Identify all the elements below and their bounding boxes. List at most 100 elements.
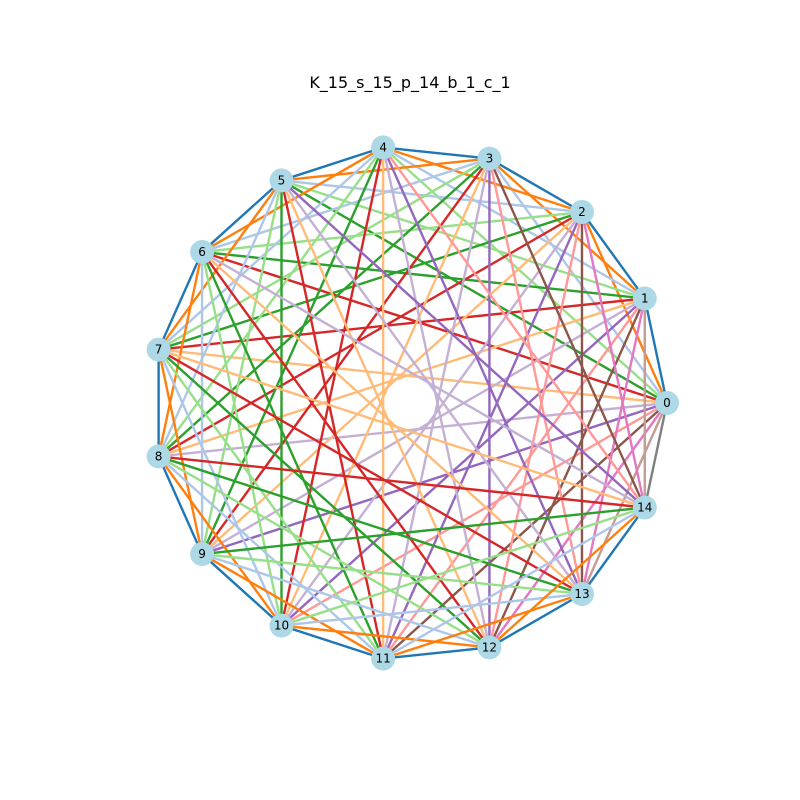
edge-6-11: [200, 251, 385, 660]
node-label: 11: [375, 652, 390, 666]
edge-8-14: [158, 455, 645, 509]
edge-0-9: [201, 401, 668, 556]
node-label: 1: [641, 291, 649, 305]
node-2: 2: [569, 200, 594, 225]
edge-6-12: [201, 251, 491, 649]
edge-1-10: [280, 297, 646, 627]
node-circle: [632, 495, 657, 520]
edge-6-7: [157, 251, 204, 351]
node-12: 12: [477, 635, 502, 660]
edge-11-14: [382, 506, 646, 660]
edge-0-11: [382, 402, 668, 660]
node-11: 11: [371, 646, 396, 671]
edge-0-6: [201, 250, 668, 405]
node-label: 14: [637, 501, 652, 515]
edge-0-4: [382, 146, 668, 404]
node-0: 0: [655, 391, 679, 415]
node-4: 4: [371, 135, 396, 160]
edge-7-10: [157, 349, 283, 627]
node-13: 13: [569, 581, 594, 606]
edge-2-14: [580, 211, 646, 508]
edge-1-11: [382, 297, 646, 660]
edge-8-11: [157, 455, 384, 660]
node-1: 1: [632, 286, 657, 311]
edge-5-8: [157, 179, 283, 457]
edge-3-13: [488, 158, 584, 595]
node-circle: [269, 613, 294, 638]
edge-5-9: [200, 180, 283, 555]
node-circle: [146, 444, 171, 469]
node-label: 5: [278, 173, 286, 187]
edge-5-11: [280, 180, 385, 659]
edge-7-12: [157, 348, 491, 649]
node-label: 3: [486, 152, 494, 166]
figure-title: K_15_s_15_p_14_b_1_c_1: [309, 73, 510, 93]
node-label: 13: [574, 587, 589, 601]
edge-2-8: [158, 210, 583, 458]
edge-3-14: [488, 158, 646, 509]
edge-4-6: [201, 146, 384, 253]
edge-10-11: [281, 624, 384, 660]
edge-0-2: [580, 211, 669, 404]
edge-1-7: [158, 297, 645, 351]
edge-8-9: [157, 455, 204, 555]
edge-3-9: [201, 157, 491, 555]
edge-1-12: [488, 297, 646, 648]
node-label: 8: [155, 449, 163, 463]
edge-5-14: [280, 179, 646, 509]
edge-6-14: [201, 250, 646, 509]
edge-3-6: [201, 157, 490, 254]
node-circle: [371, 646, 396, 671]
edge-9-14: [201, 506, 645, 556]
edge-3-8: [157, 157, 491, 458]
node-circle: [190, 239, 215, 264]
edge-0-1: [643, 298, 669, 404]
edge-6-13: [201, 251, 583, 595]
edge-4-9: [200, 146, 385, 555]
edge-1-6: [201, 250, 645, 300]
edge-4-14: [382, 146, 646, 509]
edge-12-14: [488, 506, 646, 649]
edge-2-6: [201, 210, 583, 254]
edge-2-4: [382, 146, 583, 214]
edge-9-10: [201, 553, 283, 627]
edge-2-3: [488, 157, 583, 214]
node-9: 9: [190, 542, 215, 567]
edge-4-13: [382, 146, 584, 595]
node-circle: [569, 200, 594, 225]
edge-0-3: [488, 157, 668, 404]
edge-4-10: [280, 147, 385, 626]
edge-layer: [157, 146, 669, 660]
edge-2-11: [382, 211, 584, 660]
edge-9-13: [201, 552, 583, 596]
edge-3-5: [281, 157, 490, 182]
edge-12-13: [488, 592, 583, 649]
edge-6-10: [200, 251, 283, 626]
edge-4-7: [157, 146, 384, 351]
node-7: 7: [146, 337, 171, 362]
node-6: 6: [190, 239, 215, 264]
edge-7-14: [158, 348, 646, 509]
edge-5-6: [201, 179, 283, 253]
edge-7-9: [157, 349, 204, 555]
node-label: 0: [663, 396, 671, 410]
node-label: 4: [379, 140, 387, 154]
edge-7-11: [157, 348, 385, 660]
node-circle: [190, 542, 215, 567]
edge-13-14: [580, 506, 646, 595]
node-label: 10: [274, 619, 289, 633]
edge-0-12: [488, 402, 668, 649]
edge-1-5: [281, 179, 646, 300]
edge-0-13: [580, 402, 669, 595]
edge-10-12: [281, 624, 490, 649]
node-label: 2: [578, 205, 586, 219]
edge-5-7: [157, 179, 283, 351]
edge-8-12: [158, 455, 491, 649]
edge-1-2: [580, 211, 646, 300]
node-3: 3: [477, 146, 502, 171]
node-circle: [146, 337, 171, 362]
edge-3-7: [158, 157, 491, 351]
node-10: 10: [269, 613, 294, 638]
